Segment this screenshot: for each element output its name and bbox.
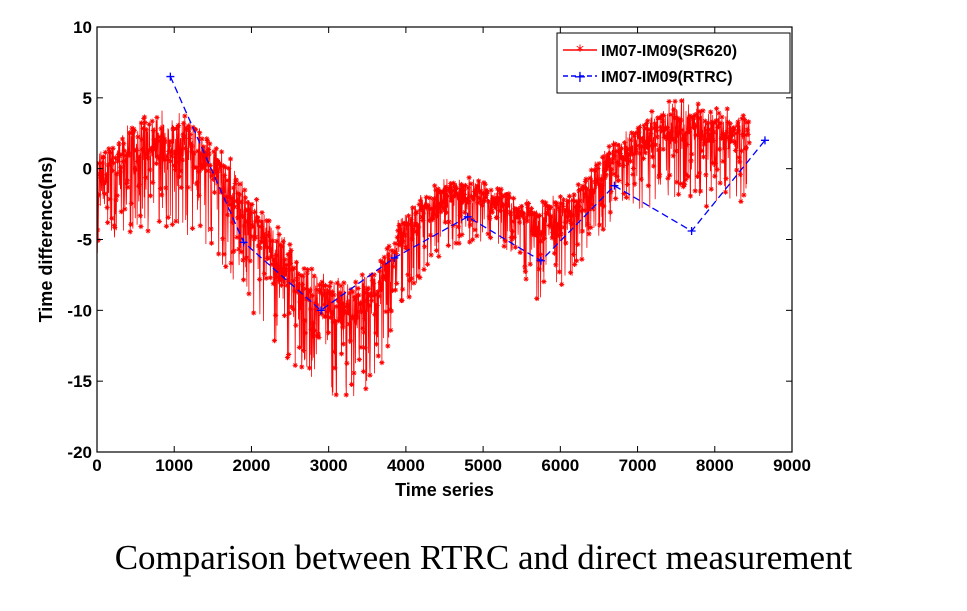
x-tick-label: 4000: [387, 456, 425, 475]
y-axis-label: Time difference(ns): [36, 157, 56, 323]
series-rtrc-point: [760, 136, 769, 145]
y-axis: -20 -15 -10 -5 0 5 10: [67, 18, 792, 462]
series-rtrc-point: [610, 181, 619, 190]
series-rtrc-point: [687, 227, 696, 235]
x-axis-label: Time series: [395, 480, 494, 500]
legend: * IM07-IM09(SR620) + IM07-IM09(RTRC): [556, 32, 791, 94]
x-tick-label: 3000: [310, 456, 348, 475]
y-tick-label: 0: [83, 160, 92, 179]
series-rtrc-point: [316, 306, 325, 315]
x-tick-label: 6000: [541, 456, 579, 475]
x-tick-label: 9000: [773, 456, 811, 475]
series-sr620: [97, 98, 752, 398]
legend-label-rtrc: IM07-IM09(RTRC): [601, 69, 733, 86]
series-rtrc-point: [537, 256, 546, 265]
series-sr620-markers: [97, 98, 752, 398]
y-tick-label: -20: [67, 443, 92, 462]
series-rtrc-line: [169, 76, 766, 312]
series-rtrc: [166, 72, 769, 315]
series-rtrc-point: [239, 238, 248, 247]
x-tick-label: 7000: [619, 456, 657, 475]
x-tick-label: 0: [92, 456, 101, 475]
x-tick-label: 1000: [155, 456, 193, 475]
y-tick-label: -5: [77, 231, 92, 250]
y-tick-label: 5: [83, 89, 92, 108]
y-tick-label: 10: [73, 18, 92, 37]
series-rtrc-point: [166, 72, 175, 81]
legend-box: [556, 32, 791, 94]
legend-marker-rtrc: +: [573, 67, 586, 86]
legend-label-sr620: IM07-IM09(SR620): [601, 43, 737, 60]
y-tick-label: -15: [67, 372, 92, 391]
figure-caption: Comparison between RTRC and direct measu…: [114, 538, 853, 577]
x-tick-label: 5000: [464, 456, 502, 475]
series-rtrc-point: [463, 212, 472, 221]
y-tick-label: -10: [67, 301, 92, 320]
x-tick-label: 2000: [233, 456, 271, 475]
series-rtrc-point: [390, 253, 399, 262]
legend-marker-sr620: *: [576, 41, 584, 60]
x-tick-label: 8000: [696, 456, 734, 475]
x-axis: 0 1000 2000 3000 4000 5000 6000 7000 8000 9000: [92, 27, 811, 475]
series-sr620-line: [97, 98, 750, 397]
